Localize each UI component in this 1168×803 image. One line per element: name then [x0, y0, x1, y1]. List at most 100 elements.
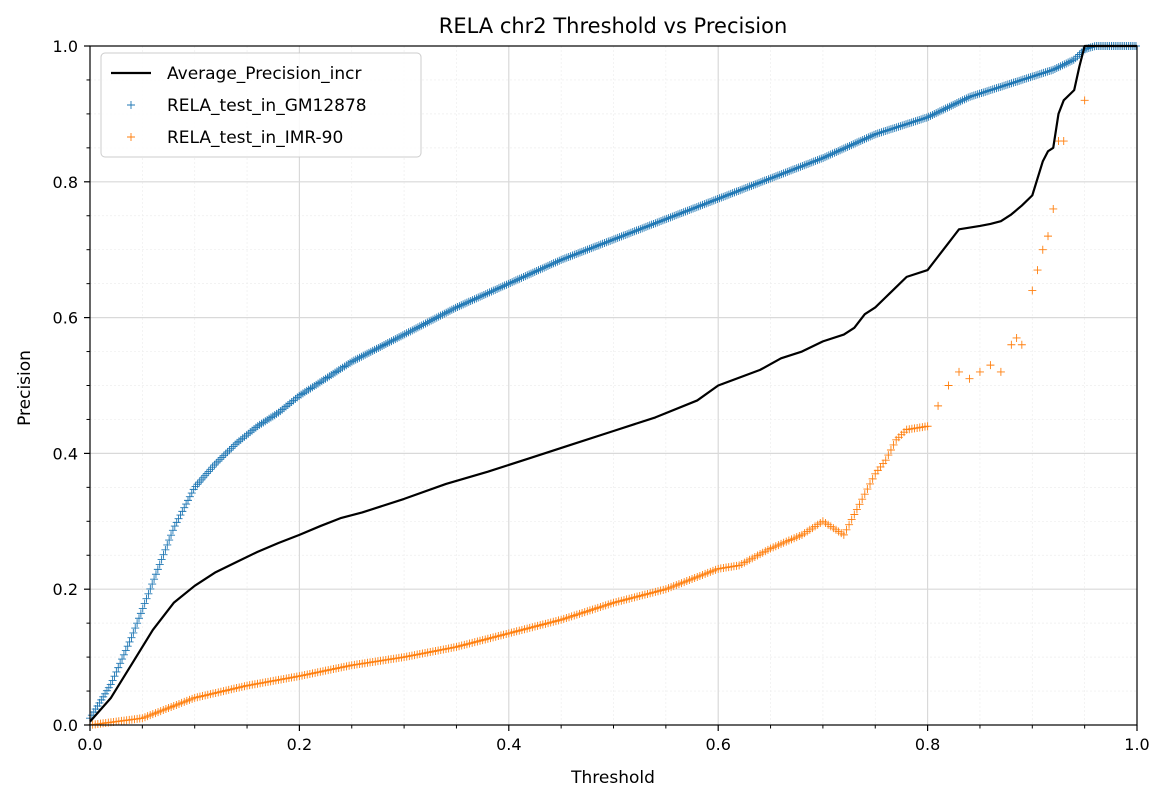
data-point [487, 287, 496, 296]
data-point [990, 84, 999, 93]
data-point [1069, 55, 1078, 64]
data-point [542, 262, 551, 271]
data-point [869, 130, 878, 139]
data-point [415, 322, 424, 331]
data-point [493, 284, 502, 293]
data-point [461, 299, 470, 308]
data-point [704, 198, 713, 207]
data-point [858, 135, 867, 144]
data-point [489, 286, 498, 295]
data-point [751, 180, 760, 189]
data-point [1045, 67, 1054, 76]
data-point [966, 92, 975, 101]
data-point [692, 203, 701, 212]
data-point [127, 633, 136, 642]
data-point [445, 306, 454, 315]
data-point [994, 83, 1003, 92]
data-point [975, 367, 984, 376]
data-point [180, 503, 189, 512]
data-point [502, 280, 511, 289]
data-point [630, 227, 639, 236]
data-point [410, 325, 419, 334]
data-point [451, 303, 460, 312]
data-point [572, 250, 581, 259]
data-point [557, 255, 566, 264]
data-point [713, 195, 722, 204]
data-point [353, 354, 362, 363]
data-point [406, 327, 415, 336]
data-point [376, 342, 385, 351]
data-point [357, 352, 366, 361]
data-point [802, 160, 811, 169]
data-point [481, 290, 490, 299]
data-point [770, 173, 779, 182]
data-point [913, 116, 922, 125]
data-point [202, 469, 211, 478]
data-point [423, 318, 432, 327]
data-point [907, 118, 916, 127]
data-point [785, 167, 794, 176]
data-point [385, 338, 394, 347]
data-point [943, 103, 952, 112]
data-point [998, 82, 1007, 91]
data-point [381, 340, 390, 349]
data-point [719, 192, 728, 201]
legend-item: RELA_test_in_IMR-90 [127, 128, 343, 148]
x-tick-label: 0.8 [915, 735, 940, 754]
data-point [135, 614, 143, 623]
data-point [687, 205, 696, 214]
data-point [470, 295, 479, 304]
data-point [425, 317, 434, 326]
data-point [768, 173, 777, 182]
data-point [954, 98, 963, 107]
data-point [551, 258, 560, 267]
data-point [1009, 78, 1018, 87]
data-point [172, 518, 181, 527]
data-point [819, 153, 828, 162]
data-point [960, 95, 969, 104]
data-point [449, 304, 458, 313]
data-point [783, 167, 792, 176]
data-point [1011, 78, 1020, 87]
data-point [781, 168, 790, 177]
data-point [773, 171, 782, 180]
data-point [677, 208, 686, 217]
data-point [136, 609, 145, 618]
data-point [221, 449, 230, 458]
data-point [886, 446, 895, 455]
data-point [148, 580, 157, 589]
data-point [349, 356, 358, 365]
data-point [615, 233, 624, 242]
data-point [536, 265, 545, 274]
y-axis-title: Precision [15, 350, 35, 426]
data-point [956, 97, 965, 106]
data-point [534, 266, 543, 275]
data-point [917, 115, 926, 124]
data-point [199, 473, 208, 482]
data-point [583, 245, 592, 254]
data-point [920, 114, 929, 123]
data-point [1038, 245, 1047, 254]
plot-series [86, 42, 1140, 729]
data-point [176, 511, 185, 520]
data-point [847, 141, 856, 150]
data-point [574, 249, 583, 258]
data-point [540, 263, 549, 272]
data-point [871, 130, 880, 139]
data-point [743, 183, 752, 192]
data-point [694, 202, 703, 211]
x-tick-label: 0.0 [77, 735, 102, 754]
data-point [717, 193, 726, 202]
data-point [881, 456, 890, 465]
data-point [952, 99, 961, 108]
data-point [738, 185, 747, 194]
data-point [608, 236, 617, 245]
data-point [581, 246, 590, 255]
data-point [183, 496, 192, 505]
data-point [971, 90, 980, 99]
data-point [538, 264, 547, 273]
data-point [852, 505, 861, 514]
data-point [845, 141, 854, 150]
data-point [877, 128, 886, 137]
data-point [217, 453, 226, 462]
